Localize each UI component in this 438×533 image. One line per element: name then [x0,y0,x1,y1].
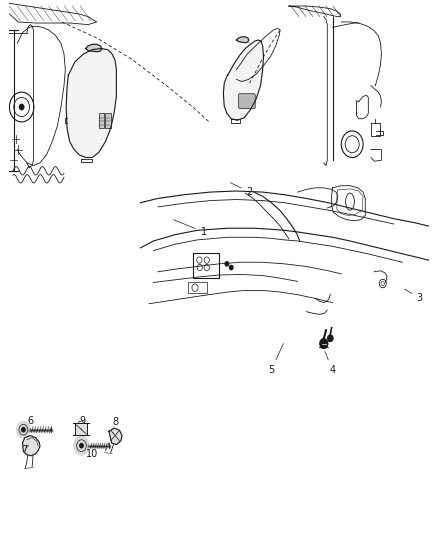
Text: 2: 2 [230,183,253,197]
Polygon shape [109,428,122,445]
Polygon shape [237,37,249,43]
Text: 9: 9 [80,416,86,430]
Polygon shape [86,44,102,52]
Circle shape [16,421,30,438]
Text: 8: 8 [112,417,118,432]
Text: 3: 3 [405,289,423,303]
Text: 10: 10 [86,446,99,458]
Circle shape [328,335,333,342]
FancyBboxPatch shape [239,94,255,109]
Bar [75,423,87,435]
Circle shape [225,262,229,266]
Polygon shape [223,40,264,120]
Circle shape [21,427,25,432]
Circle shape [80,443,83,448]
Text: 4: 4 [325,351,336,375]
Text: 5: 5 [268,343,283,375]
Circle shape [230,265,233,270]
Bar [188,282,207,293]
Text: 6: 6 [27,416,33,429]
Bar [106,114,111,128]
Text: 1: 1 [173,220,207,237]
Polygon shape [22,435,40,456]
Text: 7: 7 [21,445,28,455]
Circle shape [19,104,24,110]
Polygon shape [66,49,117,158]
Circle shape [320,339,328,349]
Circle shape [74,436,89,455]
Bar [99,114,104,128]
